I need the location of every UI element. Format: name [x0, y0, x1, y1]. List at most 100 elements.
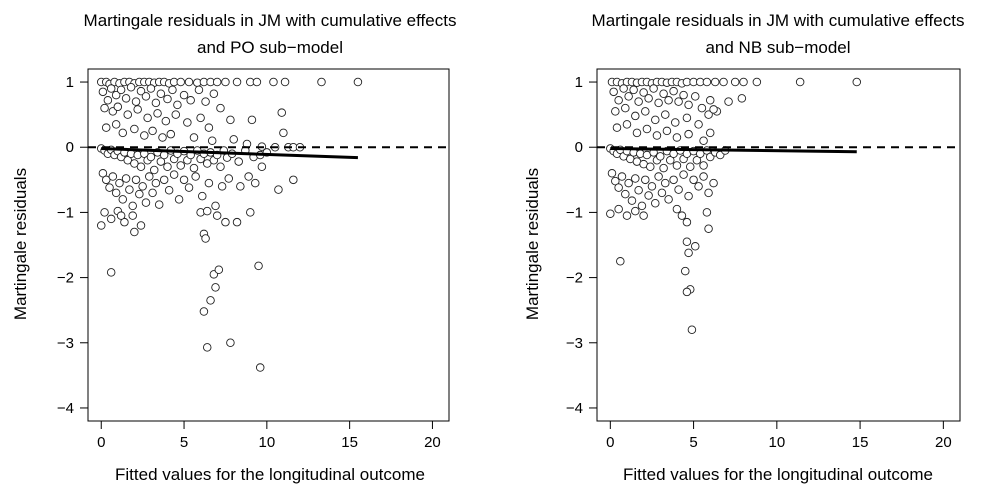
data-point	[216, 162, 225, 172]
data-point	[100, 208, 109, 217]
y-tick-label: −1	[57, 204, 74, 221]
data-point	[201, 97, 210, 106]
data-point	[656, 152, 665, 161]
data-point	[682, 237, 692, 246]
data-point	[149, 165, 159, 175]
data-point	[624, 178, 633, 188]
data-point	[118, 128, 128, 138]
data-point	[702, 77, 712, 87]
data-point	[135, 189, 144, 199]
data-point	[184, 183, 194, 192]
data-point	[148, 188, 157, 198]
data-point	[672, 204, 682, 214]
data-point	[179, 90, 189, 100]
data-point	[136, 86, 146, 96]
data-point	[138, 182, 147, 191]
data-point	[612, 123, 622, 132]
data-point	[113, 102, 123, 112]
data-point	[156, 157, 166, 166]
data-point	[651, 199, 660, 208]
data-point	[251, 178, 260, 188]
data-point	[654, 98, 663, 108]
data-point	[699, 172, 708, 181]
data-point	[631, 174, 640, 183]
data-point	[128, 201, 137, 211]
data-point	[609, 87, 618, 97]
data-point	[679, 90, 688, 100]
data-point	[168, 85, 177, 95]
y-axis-title: Martingale residuals	[11, 168, 30, 320]
data-point	[684, 248, 693, 258]
data-point	[216, 103, 225, 113]
data-point	[652, 131, 662, 140]
y-tick-label: 1	[66, 74, 74, 91]
data-point	[161, 116, 171, 126]
data-point	[247, 115, 257, 125]
data-point	[694, 120, 703, 129]
x-tick-label: 10	[259, 434, 276, 451]
x-tick-label: 5	[180, 434, 188, 451]
data-point	[614, 183, 623, 192]
data-point	[684, 129, 693, 139]
data-point	[662, 126, 672, 136]
data-point	[611, 107, 620, 116]
data-point	[709, 105, 718, 114]
data-point	[106, 84, 116, 93]
data-point	[737, 94, 747, 103]
data-point	[191, 172, 200, 181]
data-point	[739, 77, 748, 87]
data-point	[672, 161, 682, 170]
data-point	[198, 191, 207, 201]
data-point	[644, 191, 653, 200]
data-point	[163, 162, 172, 172]
trend-line	[101, 147, 358, 160]
data-point	[236, 182, 245, 191]
data-point	[111, 120, 121, 129]
data-point	[254, 261, 263, 271]
data-point	[120, 217, 129, 227]
y-tick-label: 0	[575, 139, 583, 156]
data-point	[682, 113, 692, 123]
axes: 0 5 10 15 20 −4 −3 −2 −1 0 1	[57, 74, 441, 451]
data-point	[146, 152, 156, 162]
data-point	[255, 363, 265, 372]
data-point	[153, 109, 162, 118]
data-point	[199, 307, 209, 316]
data-point	[141, 198, 151, 207]
x-axis-title: Fitted values for the longitudinal outco…	[623, 465, 933, 484]
data-point	[186, 96, 195, 105]
data-point	[140, 131, 149, 140]
data-point	[702, 208, 712, 217]
y-tick-label: −3	[57, 335, 74, 352]
data-point	[661, 178, 670, 188]
data-point	[176, 77, 185, 87]
data-point	[100, 103, 109, 113]
data-point	[694, 182, 703, 191]
data-point	[209, 89, 219, 99]
data-point	[657, 188, 667, 198]
data-point	[130, 124, 139, 134]
data-point	[639, 211, 648, 220]
data-point	[709, 178, 718, 188]
data-point	[96, 221, 106, 230]
data-point	[646, 162, 655, 172]
data-point	[101, 175, 111, 185]
data-point	[629, 85, 638, 95]
data-point	[661, 110, 670, 119]
data-point	[624, 92, 633, 101]
data-point	[126, 83, 136, 92]
data-point	[111, 188, 121, 198]
data-point	[226, 115, 235, 125]
x-tick-label: 15	[341, 434, 358, 451]
data-point	[164, 185, 174, 195]
chart-title: Martingale residuals in JM with cumulati…	[592, 11, 965, 30]
data-point	[669, 175, 678, 185]
data-point	[689, 175, 698, 185]
data-point	[246, 208, 255, 217]
data-point	[671, 118, 680, 127]
data-point	[704, 110, 713, 119]
data-point	[189, 163, 199, 173]
data-point	[616, 257, 625, 266]
data-point	[252, 77, 262, 87]
data-point	[130, 227, 139, 237]
